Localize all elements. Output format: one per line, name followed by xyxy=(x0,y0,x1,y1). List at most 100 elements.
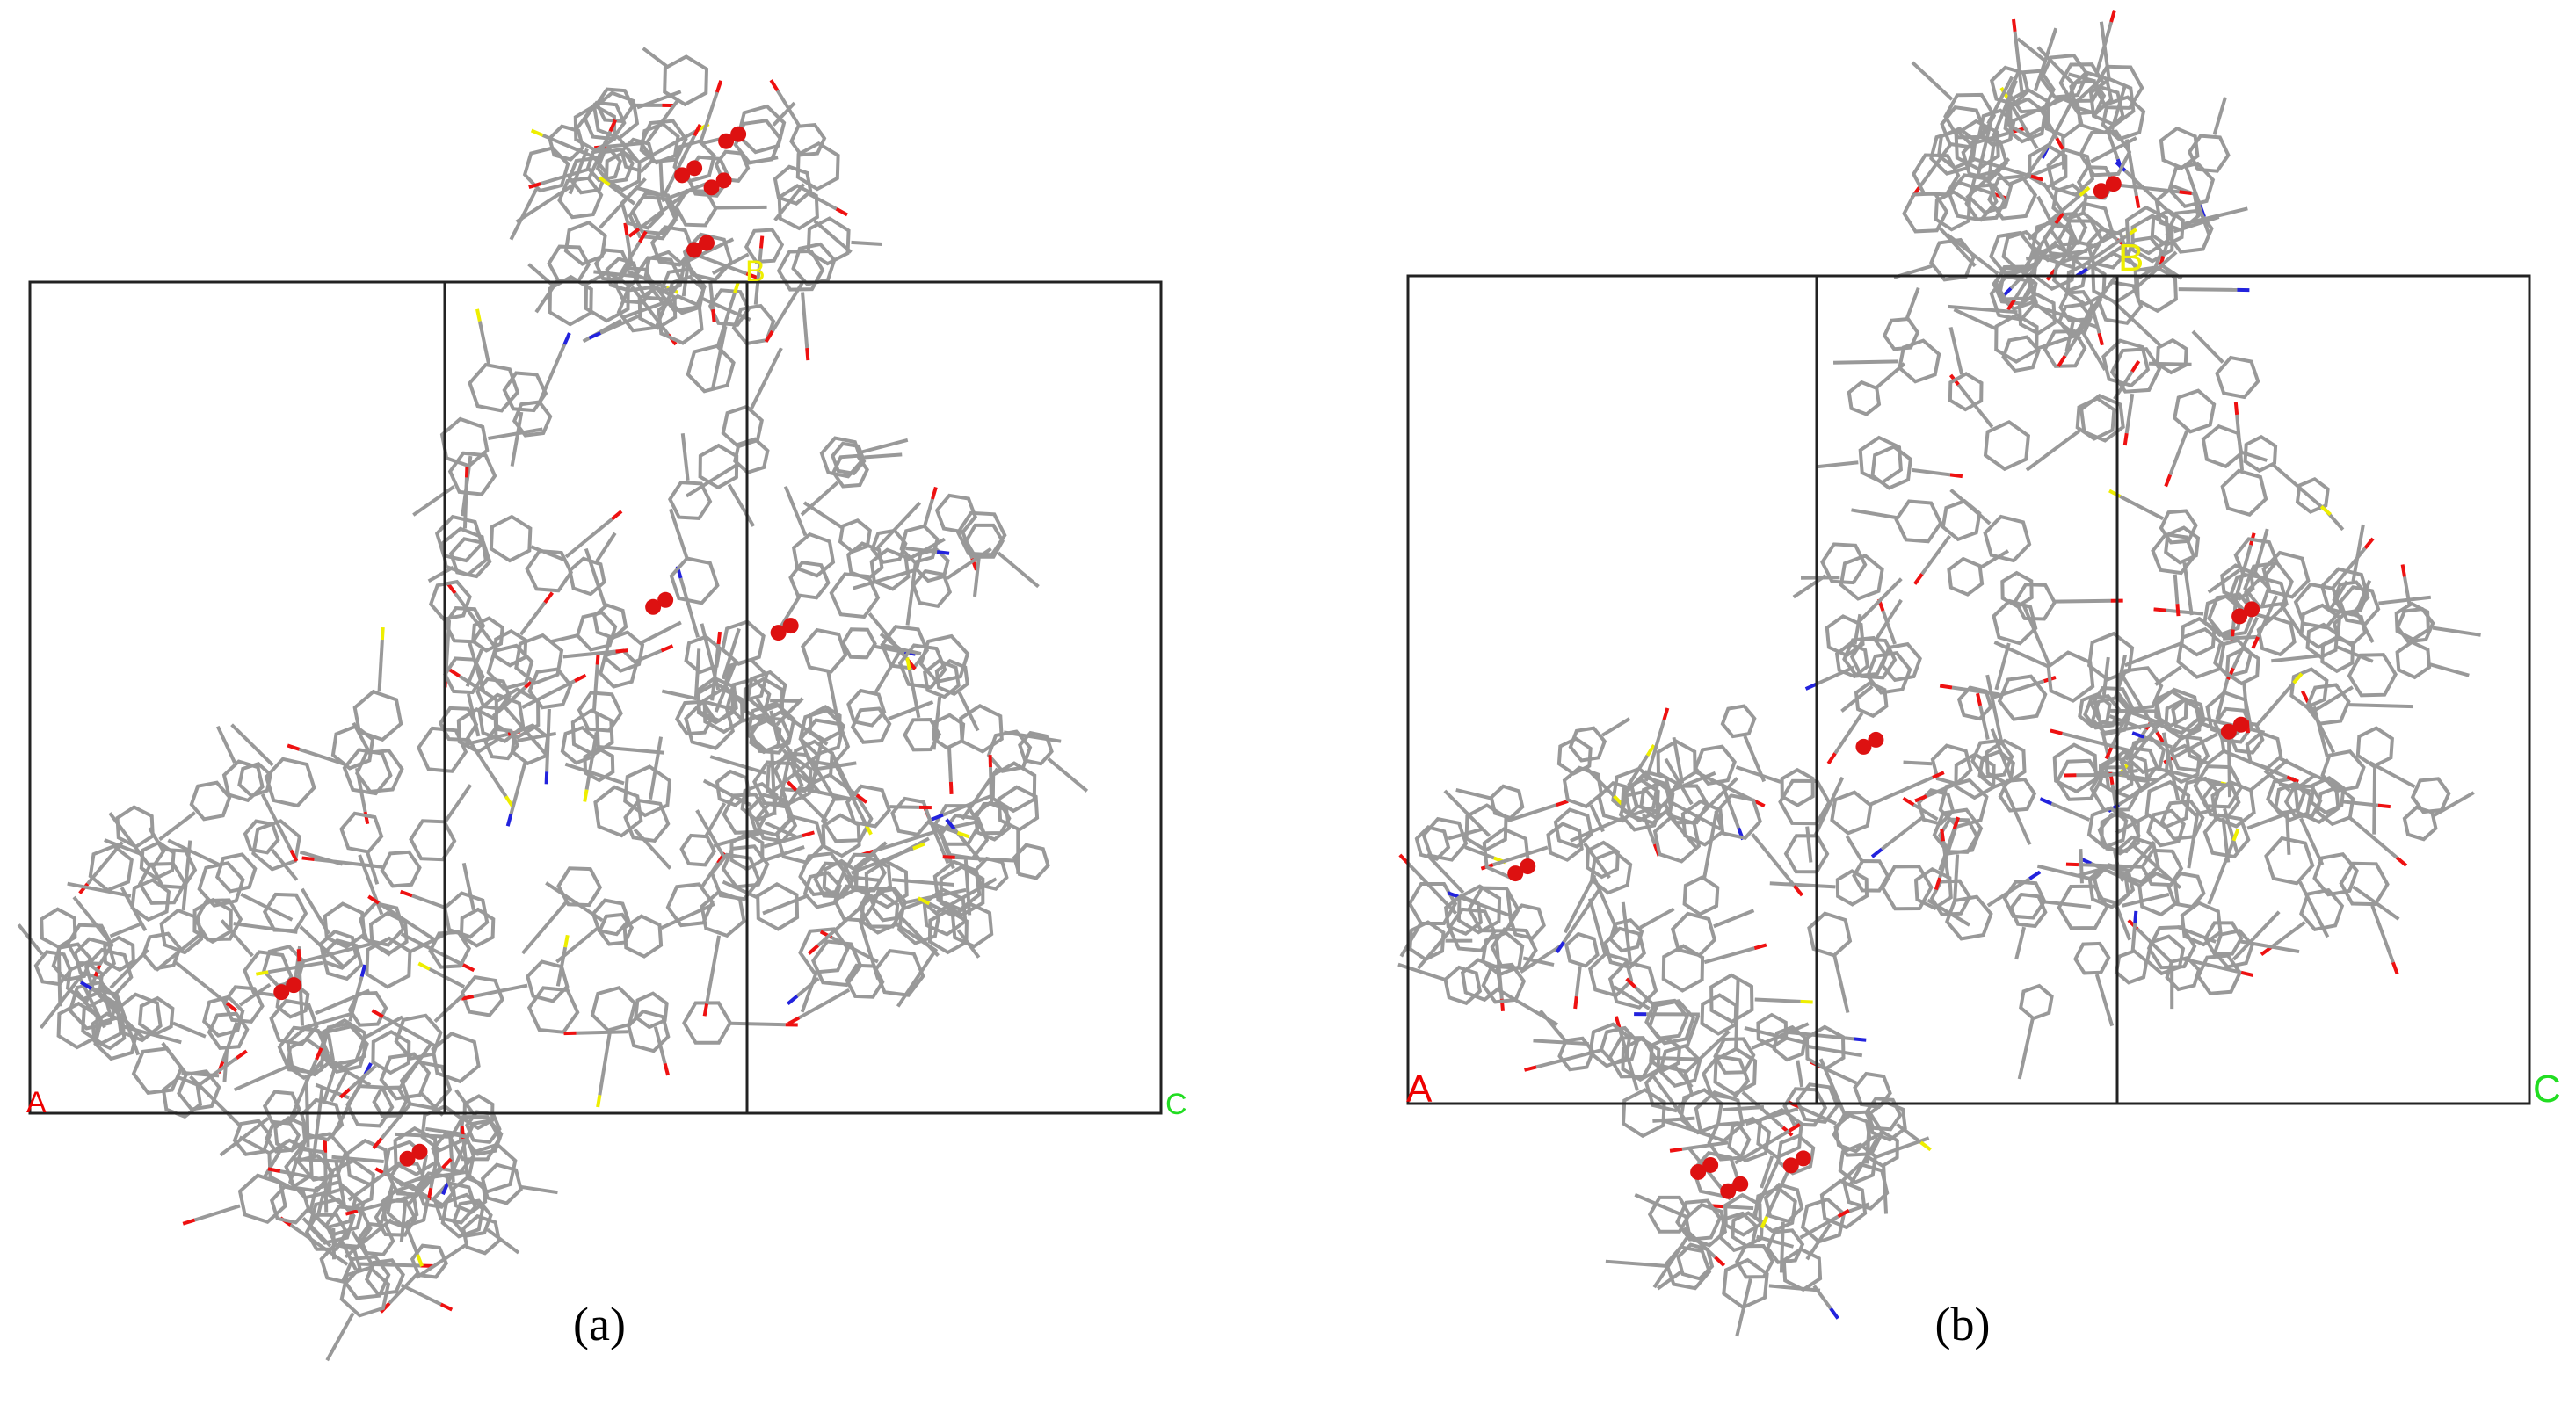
bond xyxy=(420,1092,445,1117)
bond xyxy=(2215,676,2231,720)
bond xyxy=(352,721,371,752)
ring xyxy=(267,1138,314,1191)
ring xyxy=(1489,784,1525,821)
oxygen xyxy=(1782,1157,1799,1174)
ring xyxy=(434,514,484,563)
atom-bond xyxy=(543,591,555,604)
bond xyxy=(2064,321,2075,351)
ring xyxy=(354,749,404,793)
bond xyxy=(2242,683,2249,721)
ring xyxy=(774,814,825,865)
bond xyxy=(1644,719,1666,782)
ring xyxy=(352,689,403,742)
bond xyxy=(443,784,473,823)
ring xyxy=(801,627,848,674)
bond xyxy=(1654,1055,1697,1061)
bond xyxy=(2207,568,2241,594)
ring xyxy=(428,579,472,621)
ring xyxy=(959,703,1004,754)
bond xyxy=(1816,665,1855,686)
bond xyxy=(1881,610,1897,645)
ring xyxy=(973,800,1012,842)
ring xyxy=(1852,858,1890,893)
bond xyxy=(852,568,918,590)
ring xyxy=(1841,1162,1890,1211)
atom-bond xyxy=(805,347,810,361)
bond xyxy=(833,763,867,825)
ring xyxy=(2079,394,2125,443)
ring xyxy=(462,1094,495,1131)
bond xyxy=(189,1075,241,1126)
bond xyxy=(520,1184,558,1195)
ring xyxy=(471,616,504,653)
ring xyxy=(1997,674,2048,721)
ring xyxy=(1780,767,1815,807)
ring xyxy=(2003,97,2047,144)
bond xyxy=(1702,810,1719,879)
oxygen xyxy=(2244,601,2260,618)
atom-bond xyxy=(1793,884,1804,897)
ring xyxy=(1804,1024,1846,1071)
bond xyxy=(2042,182,2071,223)
ring xyxy=(682,232,734,282)
ring xyxy=(2228,571,2271,612)
ring xyxy=(1012,843,1050,880)
atom-bond xyxy=(1625,977,1637,989)
bond xyxy=(2101,656,2110,696)
atom-bond xyxy=(2363,537,2375,549)
bond xyxy=(660,902,715,930)
atom-bond xyxy=(905,656,911,670)
bond xyxy=(2212,97,2227,135)
ring xyxy=(584,270,630,323)
bond xyxy=(2008,105,2013,140)
bond xyxy=(1849,1136,1880,1185)
bond xyxy=(1798,1105,1837,1126)
oxygen xyxy=(1690,1163,1707,1180)
oxygen xyxy=(645,598,662,615)
atom-bond xyxy=(2012,18,2017,33)
atom-bond xyxy=(400,889,413,898)
atom-bond xyxy=(1714,1256,1726,1267)
ring xyxy=(577,691,623,733)
bond xyxy=(1833,712,1864,755)
ring xyxy=(374,1198,417,1237)
atom-bond xyxy=(1662,707,1670,720)
bond xyxy=(510,411,524,467)
bond xyxy=(2014,926,2027,960)
bond xyxy=(2191,329,2224,364)
ring xyxy=(2078,129,2132,177)
bond xyxy=(710,643,721,701)
bond xyxy=(695,809,726,858)
ring xyxy=(725,677,772,723)
bond xyxy=(1563,874,1597,934)
atom-bond xyxy=(182,1218,196,1226)
bond xyxy=(2028,194,2081,241)
bond xyxy=(1443,789,1491,837)
axis-label: A xyxy=(1406,1068,1433,1111)
ring xyxy=(2347,653,2398,698)
ring xyxy=(598,912,635,946)
ring xyxy=(1589,849,1633,895)
atom-bond xyxy=(225,1002,238,1013)
atom-bond xyxy=(2377,803,2391,809)
ring xyxy=(371,1029,411,1075)
ring xyxy=(468,362,520,413)
atom-bond xyxy=(945,818,956,830)
bond xyxy=(562,649,616,659)
ring xyxy=(1894,499,1943,544)
bond xyxy=(1407,862,1458,916)
atom-bond xyxy=(942,855,955,859)
ring xyxy=(277,1025,330,1075)
ring xyxy=(1766,1228,1805,1264)
bond xyxy=(778,595,802,629)
bond xyxy=(322,1063,338,1104)
ring xyxy=(197,861,245,908)
ring xyxy=(798,851,846,897)
ring xyxy=(2203,921,2244,956)
atom-bond xyxy=(2400,564,2406,577)
ring xyxy=(2220,563,2255,601)
bond xyxy=(465,648,483,687)
ring xyxy=(1443,894,1484,936)
ring xyxy=(150,847,198,890)
bond xyxy=(397,1042,432,1090)
